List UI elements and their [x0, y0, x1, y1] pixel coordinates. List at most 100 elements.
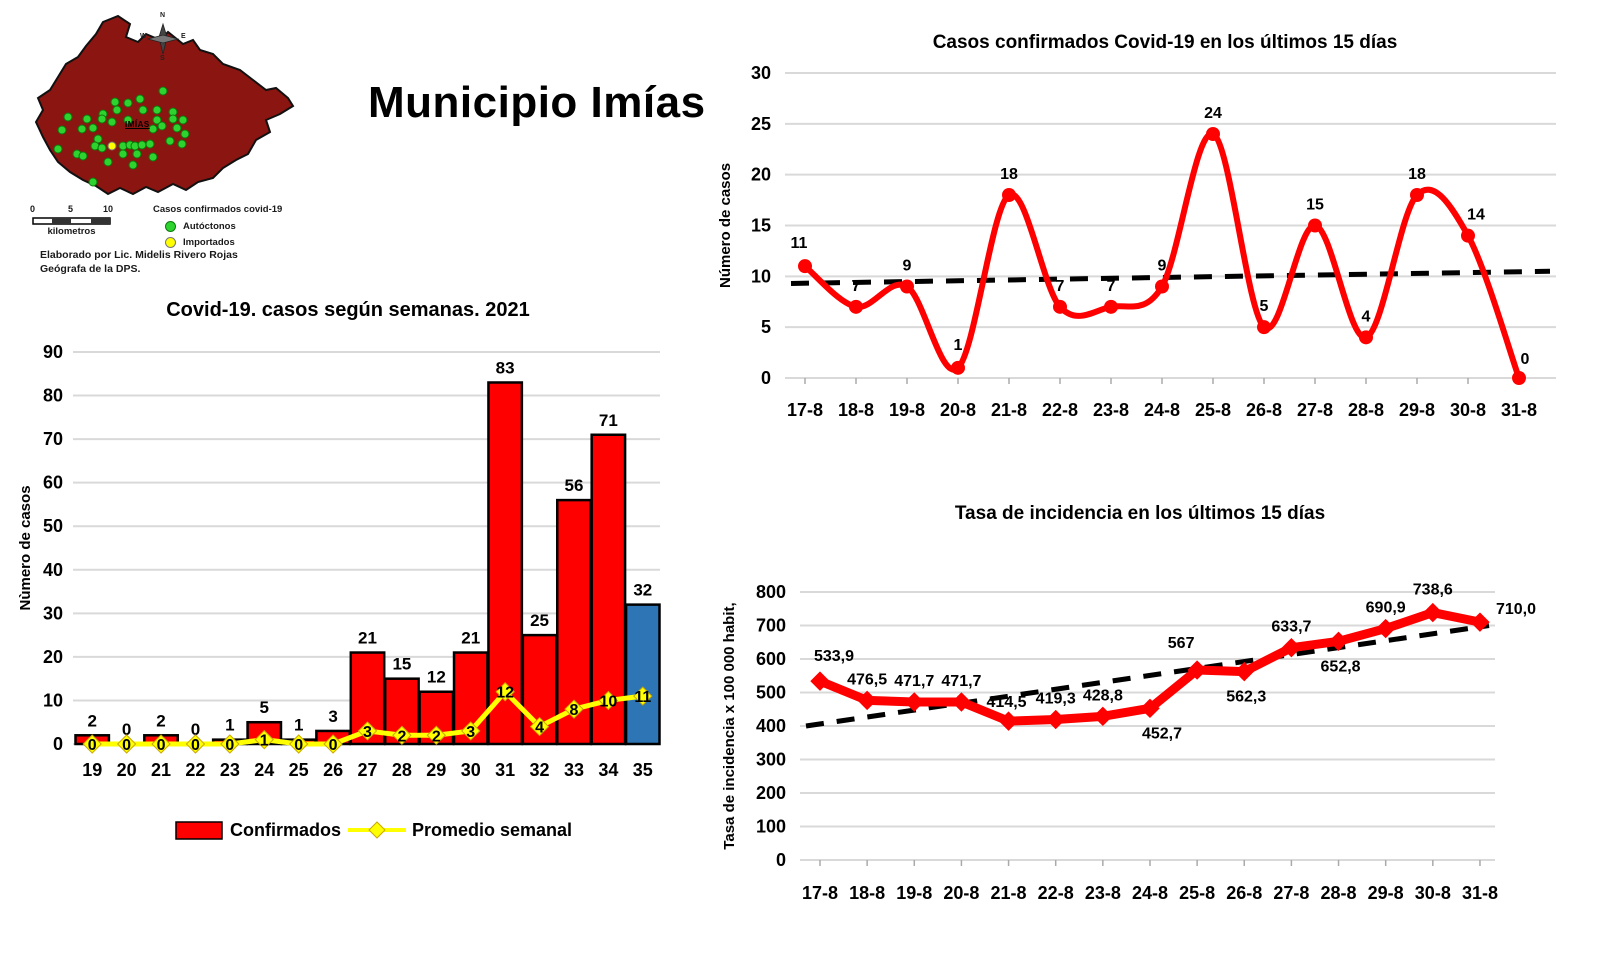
x-tick-label: 31-8	[1501, 400, 1537, 420]
y-tick-label: 5	[761, 317, 771, 337]
compass-south-label: S	[160, 55, 165, 62]
case-dot-autoctono	[177, 139, 187, 149]
bar	[624, 603, 661, 746]
promedio-marker	[392, 725, 412, 745]
x-tick-label: 19-8	[896, 883, 932, 903]
case-dot-autoctono	[63, 112, 73, 122]
trend-line	[790, 268, 1551, 286]
case-dot-autoctono	[77, 124, 87, 134]
compass-east-label: E	[181, 33, 186, 40]
case-dot-autoctono	[123, 98, 133, 108]
data-label: 567	[1168, 635, 1195, 652]
y-tick-label: 600	[756, 649, 786, 669]
y-tick-label: 400	[756, 716, 786, 736]
promedio-marker	[529, 716, 550, 737]
map-panel: N S W E IMÍAS 0 5 10 kilometros Casos co…	[8, 2, 328, 282]
y-tick-label: 200	[756, 783, 786, 803]
case-dot-autoctono	[148, 152, 158, 162]
x-tick-label: 25-8	[1195, 400, 1231, 420]
compass-west-label: W	[140, 33, 147, 40]
point-marker	[1470, 612, 1490, 632]
case-dot-autoctono	[165, 136, 175, 146]
data-label: 0	[1521, 351, 1530, 368]
promedio-marker	[151, 734, 171, 754]
point-marker	[904, 692, 924, 712]
point-marker	[951, 692, 972, 712]
point-marker	[951, 360, 965, 375]
compass-north-label: N	[160, 12, 166, 19]
promedio-value-label: 11	[634, 689, 651, 706]
x-tick-label: 21-8	[991, 883, 1027, 903]
promedio-marker	[598, 690, 619, 711]
data-label: 18	[1000, 166, 1018, 183]
y-tick-label: 70	[43, 429, 63, 449]
case-dot-autoctono	[180, 129, 190, 139]
y-tick-label: 30	[751, 63, 771, 83]
point-marker	[1053, 299, 1067, 314]
x-tick-label: 26-8	[1226, 883, 1262, 903]
point-marker	[1002, 188, 1016, 202]
promedio-value-label: 0	[225, 737, 234, 754]
map-credit-line1: Elaborado por Lic. Midelis Rivero Rojas	[40, 249, 238, 261]
promedio-marker	[254, 729, 274, 750]
importados-dot-icon	[165, 237, 176, 248]
x-tick-label: 24-8	[1144, 400, 1180, 420]
case-dot-autoctono	[57, 125, 67, 135]
case-dot-autoctono	[107, 117, 117, 127]
series-line	[802, 131, 1522, 381]
data-label: 7	[852, 278, 861, 295]
y-tick-label: 800	[756, 582, 786, 602]
promedio-marker	[185, 734, 206, 754]
point-marker	[1328, 631, 1349, 652]
scale-tick-10: 10	[103, 204, 114, 214]
y-tick-label: 50	[43, 516, 63, 536]
incidence-rate-line-chart: 0 100 200 300 400 500 600 700 800 17-8 18-8 19-8 20-…	[721, 503, 1536, 903]
x-tick-label: 23	[220, 760, 240, 780]
point-marker	[1257, 320, 1271, 335]
x-tick-label: 27	[357, 760, 377, 780]
x-tick-label: 28-8	[1348, 400, 1384, 420]
chart-title: Covid-19. casos según semanas. 2021	[166, 299, 530, 321]
point-marker	[1093, 706, 1113, 727]
promedio-value-label: 0	[157, 737, 166, 754]
point-marker	[1281, 638, 1302, 658]
promedio-value-label: 2	[397, 728, 406, 745]
bar-value-label: 0	[122, 720, 131, 739]
promedio-value-label: 1	[260, 733, 269, 750]
case-dot-autoctono	[152, 115, 162, 125]
trend-line	[805, 623, 1490, 729]
x-tick-label: 25-8	[1179, 883, 1215, 903]
case-dot-autoctono	[152, 105, 162, 115]
point-marker	[998, 711, 1019, 731]
data-label: 9	[903, 258, 912, 275]
data-label: 471,7	[941, 673, 981, 690]
promedio-marker	[288, 734, 309, 754]
bar-value-label: 5	[260, 698, 269, 717]
x-tick-label: 18-8	[849, 883, 885, 903]
page-title: Municipio Imías	[368, 78, 706, 127]
promedio-value-label: 3	[363, 724, 372, 741]
case-dot-autoctono	[168, 114, 178, 124]
legend-label-promedio: Promedio semanal	[412, 820, 572, 840]
data-label: 452,7	[1142, 725, 1182, 742]
scale-tick-5: 5	[68, 204, 74, 214]
point-marker	[798, 259, 812, 274]
promedio-value-label: 10	[599, 693, 617, 710]
y-tick-label: 0	[53, 734, 63, 754]
x-tick-label: 35	[633, 760, 653, 780]
y-tick-label: 10	[751, 266, 771, 286]
x-tick-label: 26-8	[1246, 400, 1282, 420]
bar-value-label: 12	[427, 668, 446, 687]
x-tick-label: 20-8	[943, 883, 979, 903]
promedio-value-label: 0	[191, 737, 200, 754]
x-tick-label: 34	[598, 760, 618, 780]
case-dot-autoctono	[137, 140, 147, 150]
x-tick-label: 23-8	[1093, 400, 1129, 420]
scale-bar	[32, 217, 111, 225]
y-tick-label: 15	[751, 216, 771, 236]
x-tick-label: 24-8	[1132, 883, 1168, 903]
case-dot-autoctono	[78, 151, 88, 161]
data-label: 533,9	[814, 648, 854, 665]
promedio-value-label: 2	[432, 728, 441, 745]
